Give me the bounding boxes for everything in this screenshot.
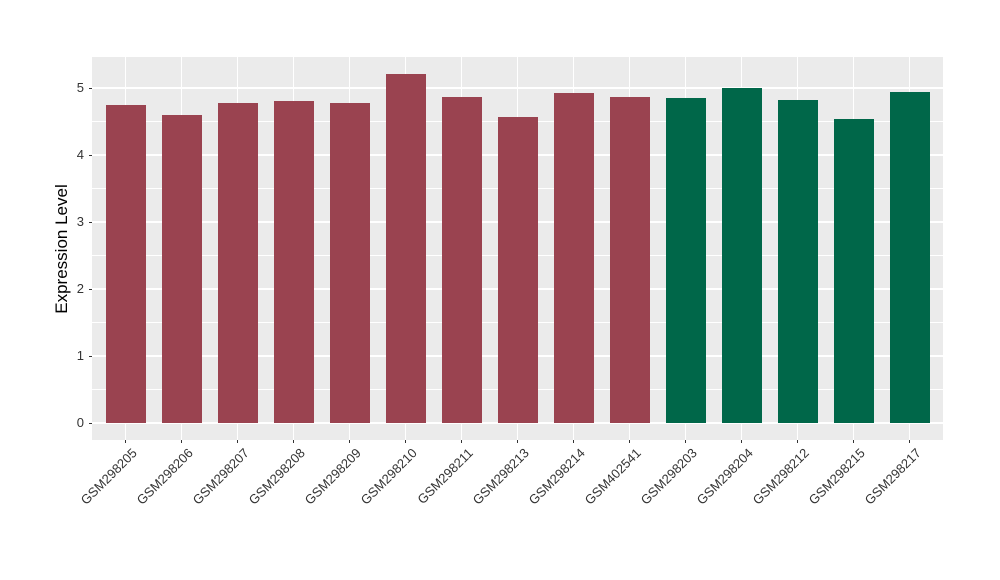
x-tick-mark bbox=[909, 440, 911, 443]
y-tick-label-3: 3 bbox=[76, 214, 84, 229]
bar-GSM402541 bbox=[609, 96, 650, 423]
bar-GSM298205 bbox=[105, 105, 146, 423]
bar-GSM298211 bbox=[441, 96, 482, 423]
x-tick-mark bbox=[125, 440, 127, 443]
x-tick-mark bbox=[405, 440, 407, 443]
y-tick-mark bbox=[89, 422, 92, 424]
bar-GSM298210 bbox=[385, 73, 426, 423]
x-tick-label-GSM402541: GSM402541 bbox=[581, 445, 644, 508]
x-tick-mark bbox=[349, 440, 351, 443]
y-tick-mark bbox=[89, 221, 92, 223]
y-tick-label-5: 5 bbox=[76, 80, 84, 95]
x-tick-label-GSM298212: GSM298212 bbox=[749, 445, 812, 508]
y-tick-mark bbox=[89, 87, 92, 89]
x-tick-label-GSM298217: GSM298217 bbox=[861, 445, 924, 508]
bar-GSM298204 bbox=[721, 88, 762, 423]
x-tick-label-GSM298210: GSM298210 bbox=[357, 445, 420, 508]
x-tick-mark bbox=[573, 440, 575, 443]
x-tick-label-GSM298203: GSM298203 bbox=[637, 445, 700, 508]
bar-GSM298213 bbox=[497, 116, 538, 423]
x-tick-mark bbox=[293, 440, 295, 443]
bar-GSM298212 bbox=[777, 100, 818, 423]
x-tick-mark bbox=[517, 440, 519, 443]
bar-GSM298206 bbox=[161, 114, 202, 423]
x-tick-label-GSM298214: GSM298214 bbox=[525, 445, 588, 508]
y-axis-title: Expression Level bbox=[52, 183, 71, 314]
y-tick-label-1: 1 bbox=[76, 348, 84, 363]
x-tick-label-GSM298215: GSM298215 bbox=[805, 445, 868, 508]
y-tick-label-4: 4 bbox=[76, 147, 84, 162]
x-tick-label-GSM298206: GSM298206 bbox=[133, 445, 196, 508]
bar-GSM298209 bbox=[329, 102, 370, 423]
x-tick-label-GSM298209: GSM298209 bbox=[301, 445, 364, 508]
x-tick-mark bbox=[797, 440, 799, 443]
x-tick-mark bbox=[629, 440, 631, 443]
y-tick-mark bbox=[89, 355, 92, 357]
x-tick-label-GSM298211: GSM298211 bbox=[413, 445, 476, 507]
x-tick-label-GSM298207: GSM298207 bbox=[189, 445, 252, 508]
bar-GSM298215 bbox=[833, 119, 874, 423]
x-tick-label-GSM298213: GSM298213 bbox=[469, 445, 532, 508]
x-tick-mark bbox=[741, 440, 743, 443]
bar-GSM298203 bbox=[665, 98, 706, 423]
x-tick-mark bbox=[237, 440, 239, 443]
y-tick-mark bbox=[89, 288, 92, 290]
x-tick-label-GSM298205: GSM298205 bbox=[77, 445, 140, 508]
x-tick-mark bbox=[853, 440, 855, 443]
bar-GSM298214 bbox=[553, 92, 594, 423]
x-tick-mark bbox=[685, 440, 687, 443]
bar-GSM298217 bbox=[889, 92, 930, 423]
bar-GSM298207 bbox=[217, 102, 258, 423]
x-tick-mark bbox=[461, 440, 463, 443]
x-tick-mark bbox=[181, 440, 183, 443]
x-tick-label-GSM298208: GSM298208 bbox=[245, 445, 308, 508]
y-tick-label-2: 2 bbox=[76, 281, 84, 296]
x-tick-label-GSM298204: GSM298204 bbox=[693, 445, 756, 508]
y-tick-mark bbox=[89, 154, 92, 156]
y-tick-label-0: 0 bbox=[76, 415, 84, 430]
bar-GSM298208 bbox=[273, 101, 314, 423]
